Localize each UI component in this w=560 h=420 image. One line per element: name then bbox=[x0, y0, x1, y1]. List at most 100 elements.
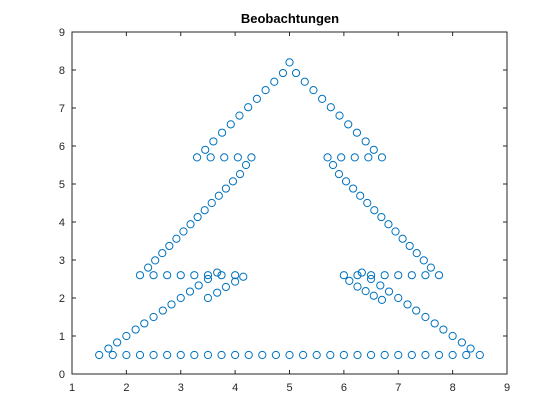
scatter-point bbox=[135, 271, 145, 280]
scatter-point bbox=[231, 271, 240, 280]
scatter-point bbox=[434, 350, 444, 360]
scatter-point bbox=[391, 227, 400, 236]
scatter-point bbox=[209, 137, 218, 146]
scatter-point bbox=[352, 128, 362, 137]
scatter-point bbox=[122, 331, 131, 341]
scatter-point bbox=[149, 350, 158, 360]
scatter-point bbox=[475, 350, 484, 360]
scatter-point bbox=[239, 272, 248, 281]
scatter-point bbox=[278, 68, 288, 78]
scatter-point bbox=[235, 111, 244, 120]
y-tick-label: 2 bbox=[59, 293, 65, 305]
scatter-point bbox=[158, 249, 167, 258]
scatter-point bbox=[244, 103, 253, 112]
scatter-point bbox=[135, 350, 145, 360]
scatter-point bbox=[203, 274, 213, 284]
scatter-point bbox=[398, 234, 407, 243]
scatter-point bbox=[407, 350, 416, 360]
scatter-point bbox=[309, 86, 318, 95]
y-tick-label: 9 bbox=[59, 27, 65, 39]
scatter-point bbox=[356, 191, 365, 200]
scatter-point bbox=[213, 268, 222, 277]
scatter-point bbox=[394, 271, 403, 280]
scatter-point bbox=[394, 350, 403, 360]
scatter-point bbox=[261, 86, 270, 95]
scatter-point bbox=[357, 268, 366, 277]
scatter-point bbox=[244, 350, 253, 360]
scatter-point bbox=[384, 220, 393, 229]
scatter-point bbox=[206, 153, 215, 162]
scatter-point bbox=[285, 350, 294, 360]
scatter-point bbox=[217, 128, 227, 137]
scatter-point bbox=[217, 271, 226, 280]
scatter-point bbox=[344, 120, 353, 129]
x-tick-label: 6 bbox=[341, 382, 347, 394]
scatter-point bbox=[353, 282, 362, 291]
scatter-point bbox=[323, 153, 332, 162]
scatter-point bbox=[231, 350, 240, 360]
scatter-point bbox=[312, 350, 321, 360]
scatter-point bbox=[361, 137, 370, 146]
scatter-point bbox=[407, 271, 416, 280]
scatter-point bbox=[326, 103, 335, 112]
x-axis: 1 2 3 4 5 6 7 8 9 bbox=[69, 32, 510, 394]
scatter-point bbox=[217, 350, 226, 360]
data-points bbox=[95, 58, 484, 360]
scatter-point bbox=[421, 271, 430, 280]
scatter-point bbox=[158, 306, 167, 315]
scatter-point bbox=[394, 293, 403, 303]
x-tick-label: 8 bbox=[450, 382, 456, 394]
scatter-point bbox=[104, 344, 113, 353]
scatter-point bbox=[186, 220, 195, 229]
scatter-point bbox=[231, 277, 240, 286]
scatter-point bbox=[201, 145, 210, 154]
y-tick-label: 0 bbox=[59, 369, 65, 381]
scatter-point bbox=[337, 153, 346, 162]
scatter-point bbox=[457, 338, 466, 347]
scatter-point bbox=[335, 111, 344, 120]
scatter-point bbox=[434, 271, 444, 280]
scatter-point bbox=[149, 312, 158, 322]
scatter-point bbox=[185, 287, 195, 296]
scatter-point bbox=[192, 153, 202, 162]
scatter-point bbox=[300, 77, 309, 86]
scatter-point bbox=[221, 282, 230, 292]
scatter-point bbox=[149, 271, 158, 280]
x-tick-label: 2 bbox=[123, 382, 129, 394]
scatter-point bbox=[291, 68, 301, 78]
scatter-point bbox=[466, 344, 475, 353]
scatter-point bbox=[213, 288, 222, 297]
scatter-point bbox=[412, 249, 421, 258]
scatter-point bbox=[366, 274, 376, 284]
scatter-point bbox=[165, 241, 174, 251]
scatter-point bbox=[113, 338, 122, 347]
scatter-point bbox=[176, 293, 185, 303]
scatter-point bbox=[403, 300, 412, 309]
scatter-point bbox=[167, 300, 176, 309]
scatter-point bbox=[419, 256, 428, 265]
scatter-point bbox=[361, 287, 370, 296]
scatter-point bbox=[122, 350, 131, 360]
scatter-point bbox=[226, 120, 235, 129]
scatter-point bbox=[214, 191, 223, 200]
scatter-point bbox=[194, 281, 203, 290]
scatter-point bbox=[163, 271, 172, 280]
chart-title: Beobachtungen bbox=[241, 11, 339, 26]
scatter-point bbox=[228, 177, 238, 186]
scatter-point bbox=[203, 271, 213, 280]
scatter-point bbox=[203, 293, 213, 303]
scatter-point bbox=[421, 350, 430, 360]
scatter-point bbox=[318, 94, 327, 103]
y-axis: 0 1 2 3 4 5 6 7 8 9 bbox=[59, 27, 507, 381]
scatter-point bbox=[285, 58, 294, 67]
plot-area bbox=[71, 31, 508, 375]
scatter-point bbox=[421, 312, 430, 322]
scatter-point bbox=[247, 153, 256, 162]
scatter-point bbox=[252, 94, 261, 103]
scatter-point bbox=[345, 276, 354, 285]
scatter-point bbox=[298, 350, 308, 360]
scatter-point bbox=[341, 177, 351, 186]
axes-box bbox=[71, 31, 508, 375]
y-tick-label: 3 bbox=[59, 255, 65, 267]
